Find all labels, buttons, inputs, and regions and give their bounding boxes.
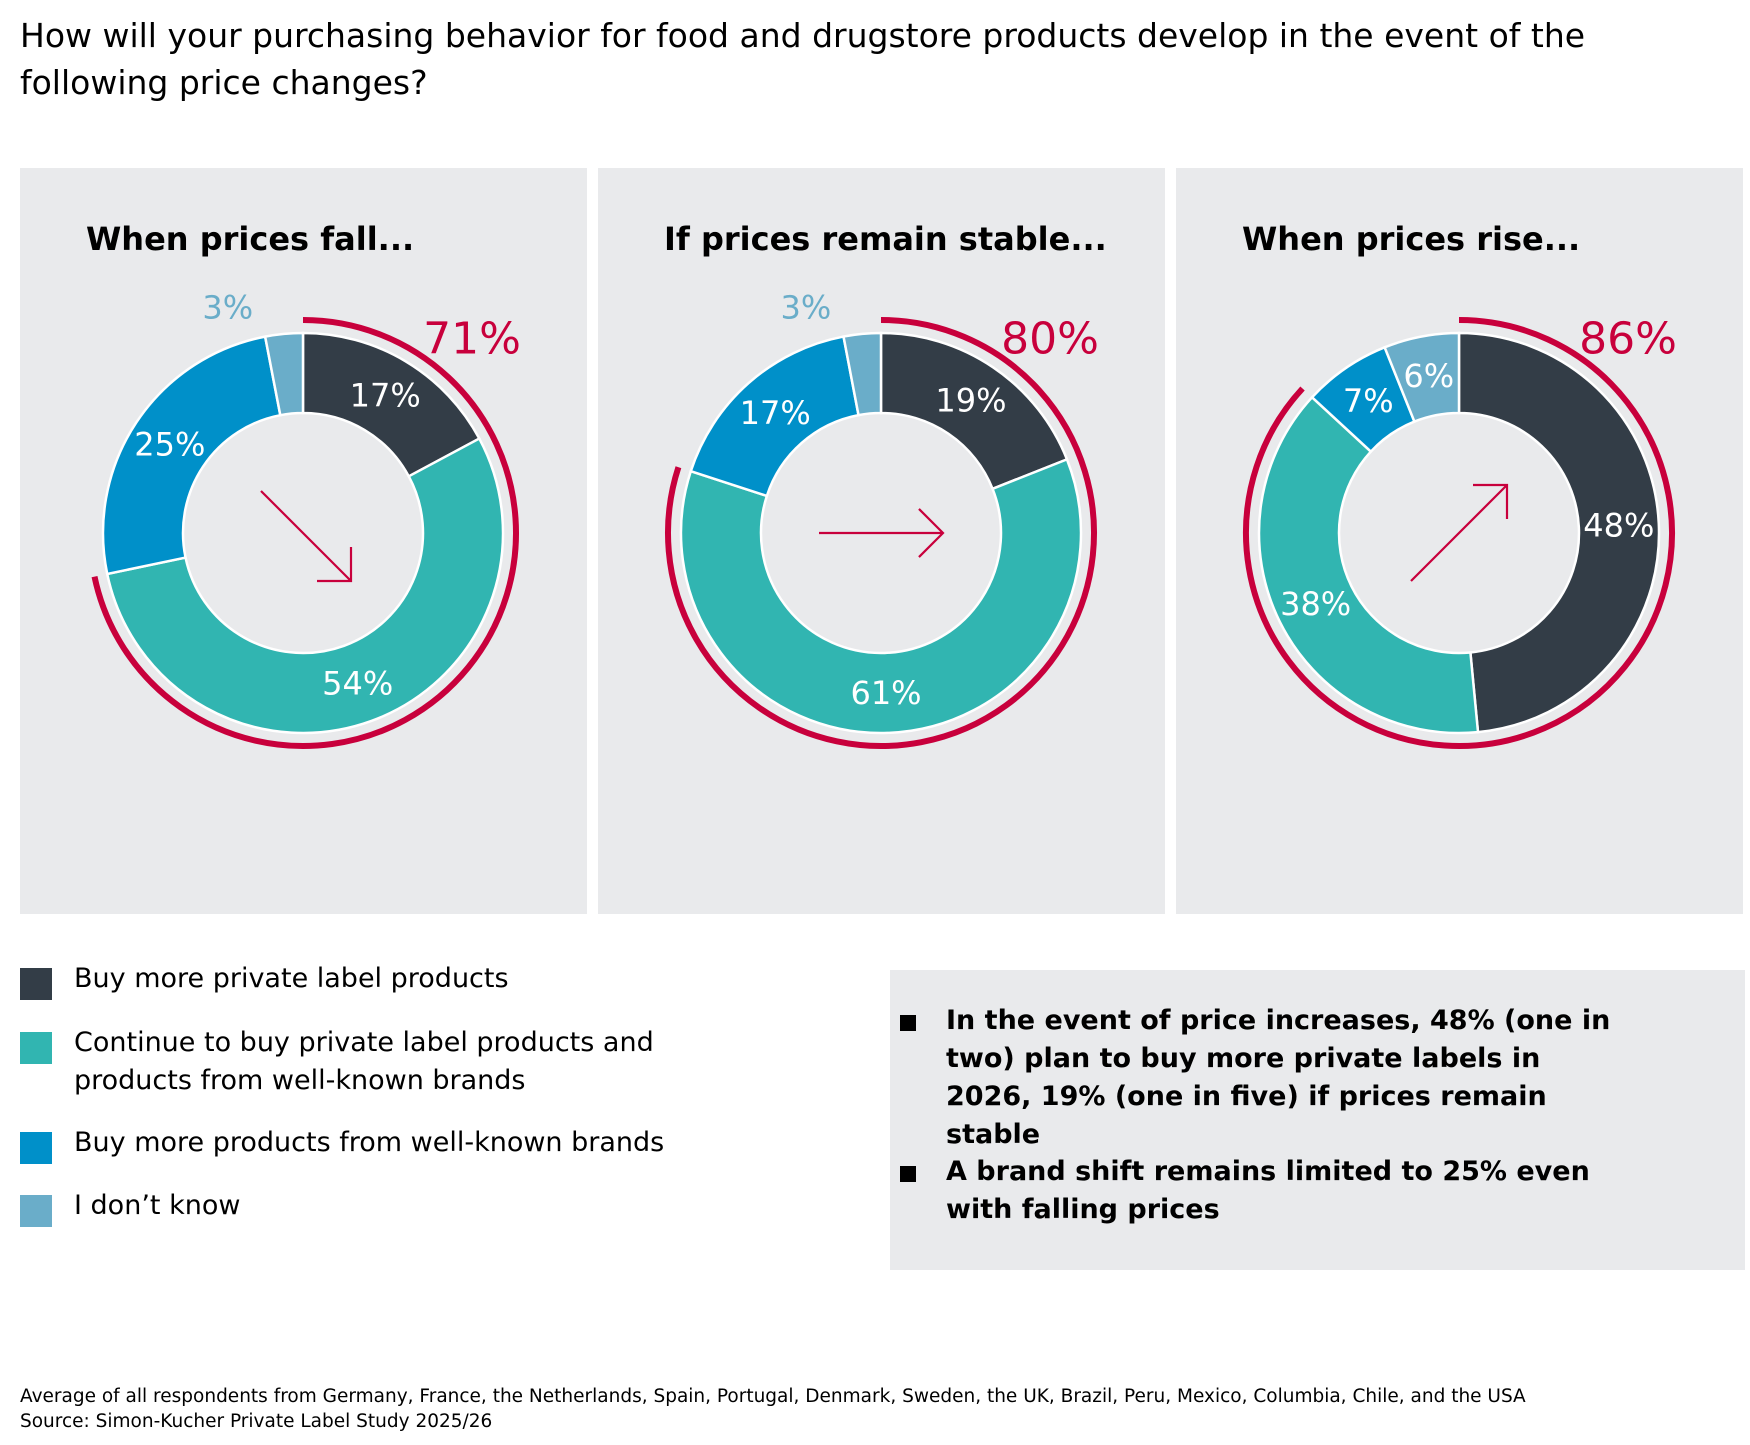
highlight-arc <box>1243 317 1675 749</box>
trend-arrow-icon <box>260 490 353 583</box>
highlight-arc <box>665 317 1097 749</box>
slice-continue-both <box>679 457 1083 735</box>
key-finding-text: In the event of price increases, 48% (on… <box>946 1005 1611 1150</box>
legend-label: I don’t know <box>74 1190 241 1221</box>
legend-item: I don’t know <box>20 1187 714 1227</box>
slice-buy-more-private-label <box>1457 331 1661 734</box>
slice-value-label: 25% <box>134 425 205 463</box>
legend-label: Buy more products from well-known brands <box>74 1127 665 1158</box>
key-finding-text: A brand shift remains limited to 25% eve… <box>946 1156 1590 1225</box>
footnote-respondents: Average of all respondents from Germany,… <box>20 1386 1526 1407</box>
slice-value-label: 38% <box>1280 585 1351 623</box>
slice-value-label: 7% <box>1343 382 1394 420</box>
donut-chart-prices-stable: 19% 61% 17% 3% 80% <box>665 288 1099 749</box>
panel-title: If prices remain stable... <box>664 220 1107 258</box>
slice-value-label: 17% <box>740 394 811 432</box>
legend-swatch <box>20 968 52 1000</box>
highlight-arc <box>91 317 519 749</box>
private-label-total: 80% <box>1001 314 1099 365</box>
legend-label: Continue to buy private label products a… <box>74 1027 654 1096</box>
private-label-total: 71% <box>423 314 521 365</box>
legend-label: Buy more private label products <box>74 963 509 994</box>
donut-chart-prices-rise: 48% 38% 7%6% 86% <box>1243 314 1677 749</box>
legend-item: Continue to buy private label products a… <box>20 1024 714 1100</box>
panel-prices-rise: When prices rise... 48% 38% 7% 6% 86% <box>1176 168 1743 914</box>
slice-buy-more-brands <box>101 335 282 576</box>
trend-arrow-icon <box>1410 483 1509 582</box>
slice-dont-know <box>1383 331 1461 424</box>
slice-value-label: 48% <box>1583 506 1654 544</box>
slice-continue-both <box>1257 395 1480 735</box>
panel-title: When prices fall... <box>86 220 415 258</box>
legend-item: Buy more products from well-known brands <box>20 1124 714 1164</box>
slice-buy-more-private-label <box>879 331 1069 491</box>
panel-prices-stable: If prices remain stable... 19% 61% 17% 3% 80… <box>598 168 1165 914</box>
footnote: Average of all respondents from Germany,… <box>20 1384 1720 1434</box>
slice-value-label: 54% <box>322 664 393 702</box>
slice-continue-both <box>105 436 505 735</box>
legend-swatch <box>20 1132 52 1164</box>
legend-swatch <box>20 1195 52 1227</box>
bullet-square-icon <box>900 1166 916 1182</box>
chart-title: How will your purchasing behavior for fo… <box>20 16 1586 102</box>
slice-value-label: 17% <box>350 377 421 415</box>
slice-dont-know <box>263 331 305 417</box>
legend-item: Buy more private label products <box>20 960 714 1000</box>
footnote-source: Source: Simon-Kucher Private Label Study… <box>20 1411 493 1432</box>
donut-chart-prices-fall: 17% 54% 25% 3% 71% <box>91 288 521 749</box>
slice-value-label: 3% <box>781 288 832 326</box>
slice-value-label: 61% <box>850 674 921 712</box>
slice-value-label: 6% <box>1403 357 1454 395</box>
key-finding: In the event of price increases, 48% (on… <box>900 1002 1626 1154</box>
bullet-square-icon <box>900 1015 916 1031</box>
private-label-total: 86% <box>1579 314 1677 365</box>
key-finding: A brand shift remains limited to 25% eve… <box>900 1153 1626 1229</box>
slice-value-label: 3% <box>202 288 253 326</box>
key-findings-box: In the event of price increases, 48% (on… <box>890 970 1745 1270</box>
legend-swatch <box>20 1032 52 1064</box>
slice-value-label: 19% <box>935 382 1006 420</box>
panel-prices-fall: When prices fall... 17% 54% 25% 3% 71% <box>20 168 587 914</box>
slice-dont-know <box>842 331 883 417</box>
trend-arrow-icon <box>819 508 945 558</box>
panel-title: When prices rise... <box>1242 220 1581 258</box>
